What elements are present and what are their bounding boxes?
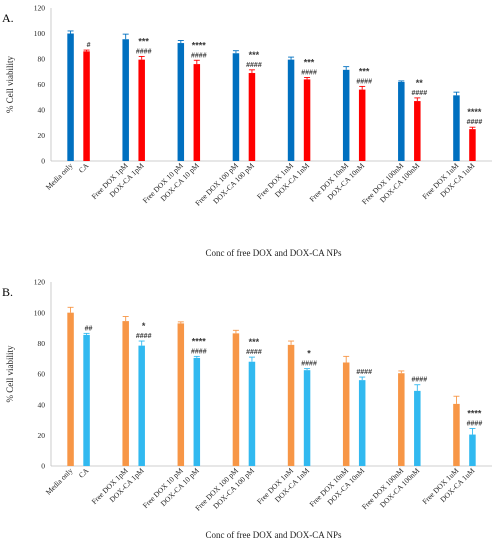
panel-a-y-tick-label: 0: [41, 157, 45, 166]
panel-b-y-tick-label: 60: [38, 370, 46, 379]
panel-a-bar: [453, 95, 460, 161]
panel-a-bar: [287, 59, 295, 162]
panel-a-significance-hashes: ####: [246, 62, 262, 69]
panel-a-bar: [67, 33, 74, 161]
panel-b-bar: [414, 390, 421, 466]
panel-b-bar: [67, 312, 74, 466]
panel-a-bar: [398, 81, 405, 161]
panel-b-bar: [303, 370, 311, 466]
panel-b-y-tick-label: 20: [38, 431, 46, 440]
panel-a-category-label: CA: [77, 161, 91, 175]
panel-a-significance-hashes: ####: [467, 119, 483, 126]
panel-b-significance-hashes: ####: [136, 333, 152, 340]
panel-b-bar: [122, 321, 129, 466]
panel-a-y-tick-label: 120: [34, 4, 46, 13]
panel-a-significance-stars: ****: [467, 107, 482, 117]
panel-b-bar: [342, 362, 350, 466]
panel-a-bar: [469, 129, 476, 161]
panel-b-bar: [83, 334, 90, 466]
panel-b-y-tick-label: 100: [34, 308, 46, 317]
panel-b-bar: [358, 380, 366, 466]
panel-b-bar: [398, 373, 405, 466]
panel-a-significance-hashes: ####: [301, 69, 317, 76]
panel-b-significance-hashes: ####: [301, 361, 317, 368]
panel-a-y-tick-label: 100: [34, 29, 46, 38]
panel-b-significance-hashes: ####: [356, 369, 372, 376]
panel-a-significance-stars: ***: [304, 57, 315, 67]
panel-b-bar: [469, 434, 476, 466]
panel-b-bar: [232, 333, 240, 466]
panel-a-significance-hashes: ####: [356, 78, 372, 85]
panel-a-bar: [122, 39, 129, 161]
panel-a-category-label: Media only: [44, 161, 75, 192]
panel-b-significance-stars: ****: [192, 336, 207, 346]
panel-a-significance-hashes: #: [87, 42, 91, 49]
panel-a-y-axis-title: % Cell viability: [5, 56, 15, 113]
panel-b-significance-stars: *: [142, 321, 146, 331]
panel-a-y-tick-label: 40: [38, 106, 46, 115]
panel-a-bar: [358, 89, 366, 161]
panel-b-significance-stars: ****: [467, 408, 482, 418]
panel-b-y-tick-label: 120: [34, 278, 46, 287]
panel-a-chart: A. 0 20 40 60 80 100 120 % Cell viability Conc o…: [2, 4, 492, 258]
panel-b-significance-hashes: ####: [412, 377, 428, 384]
panel-b-y-tick-label: 0: [41, 462, 45, 471]
panel-a-significance-stars: ***: [138, 36, 149, 46]
panel-a-significance-hashes: ####: [412, 90, 428, 97]
panel-a-y-tick-label: 60: [38, 80, 46, 89]
panel-b-bar: [177, 323, 185, 466]
panel-b-category-label: CA: [77, 466, 91, 480]
panel-b-y-axis-title: % Cell viability: [5, 345, 15, 402]
panel-b-category-label: Media only: [44, 466, 75, 497]
panel-b-bar: [248, 361, 256, 466]
panel-b-significance-hashes: ####: [246, 349, 262, 356]
panel-a-y-tick-label: 80: [38, 55, 46, 64]
panel-b-significance-hashes: ##: [85, 325, 93, 332]
panel-a-bar: [414, 101, 421, 161]
panel-b-bar: [453, 403, 460, 466]
panel-b-bar: [138, 345, 145, 466]
panel-a-bar: [138, 59, 145, 162]
panel-b-significance-hashes: ####: [191, 348, 207, 355]
panel-b-y-tick-label: 80: [38, 339, 46, 348]
panel-a-bar: [232, 53, 240, 162]
panel-b-significance-hashes: ####: [467, 420, 483, 427]
panel-b-x-axis-title: Conc of free DOX and DOX-CA NPs: [206, 530, 342, 540]
panel-b-bar: [193, 357, 201, 466]
panel-a-significance-stars: **: [416, 78, 424, 88]
panel-a-y-tick-label: 20: [38, 131, 46, 140]
panel-a-label: A.: [2, 11, 14, 25]
panel-b-label: B.: [2, 285, 13, 299]
panel-b-chart: B. 0 20 40 60 80 100 120 % Cell viability Conc o…: [2, 278, 492, 540]
panel-a-bar: [342, 69, 350, 161]
panel-a-significance-stars: ***: [249, 50, 260, 60]
panel-b-significance-stars: ***: [249, 337, 260, 347]
panel-a-bar: [193, 64, 201, 161]
panel-a-significance-stars: ***: [359, 66, 370, 76]
panel-b-y-tick-label: 40: [38, 400, 46, 409]
panel-a-x-axis-title: Conc of free DOX and DOX-CA NPs: [206, 248, 342, 258]
panel-a-bar: [83, 51, 90, 161]
panel-a-bar: [177, 43, 185, 161]
panel-a-significance-stars: ****: [192, 40, 207, 50]
panel-a-bar: [248, 73, 256, 161]
panel-a-significance-hashes: ####: [191, 52, 207, 59]
panel-a-bar: [303, 79, 311, 161]
panel-a-significance-hashes: ####: [136, 48, 152, 55]
panel-b-significance-stars: *: [307, 349, 311, 359]
panel-b-bar: [287, 344, 295, 466]
